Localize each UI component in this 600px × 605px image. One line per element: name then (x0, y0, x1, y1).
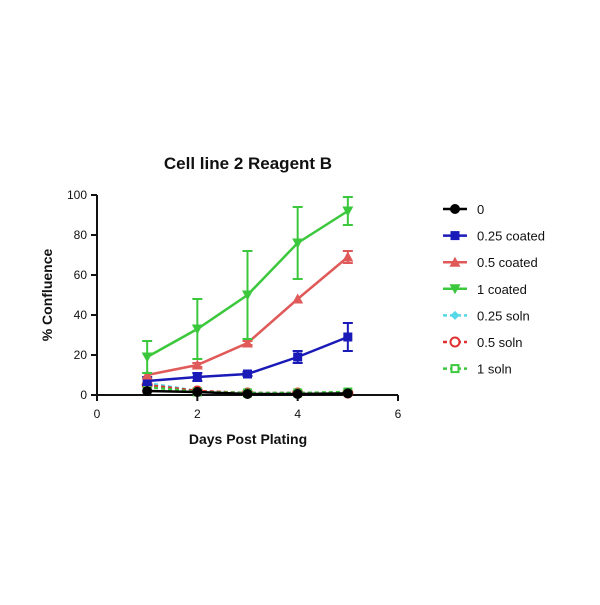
data-point-0-5-coated (191, 359, 203, 370)
legend-label-0-5-coated: 0.5 coated (477, 255, 538, 270)
legend-marker-0-25-coated (450, 231, 460, 241)
y-tick-label: 60 (74, 268, 88, 282)
legend-label-0-25-soln: 0.25 soln (477, 308, 530, 323)
data-point-1-coated (342, 206, 354, 217)
legend-label-0: 0 (477, 202, 484, 217)
data-point-0-25-coated (192, 372, 202, 382)
legend-marker-0-5-soln (449, 336, 461, 348)
y-tick-label: 20 (74, 348, 88, 362)
x-axis-title: Days Post Plating (189, 431, 307, 447)
y-tick-label: 40 (74, 308, 88, 322)
legend-marker-0-5-coated (449, 256, 461, 267)
x-tick-label: 4 (294, 407, 301, 421)
data-point-0-25-coated (343, 332, 353, 342)
legend-marker-0 (450, 204, 460, 214)
data-point-0-5-coated (292, 293, 304, 304)
data-point-0 (142, 386, 153, 396)
data-point-0-5-coated (242, 337, 253, 348)
legend-label-0-25-coated: 0.25 coated (477, 229, 545, 244)
legend-marker-1-coated (449, 284, 461, 295)
data-point-0 (292, 389, 303, 399)
data-point-0-5-coated (342, 251, 354, 262)
data-point-0 (242, 389, 253, 399)
data-point-1-coated (141, 352, 153, 363)
x-tick-label: 2 (194, 407, 201, 421)
data-point-1-coated (242, 290, 253, 301)
legend-marker-0-25-soln (450, 310, 460, 320)
legend-label-1-coated: 1 coated (477, 282, 527, 297)
y-tick-label: 80 (74, 228, 88, 242)
legend-label-1-soln: 1 soln (477, 362, 512, 377)
y-tick-label: 0 (80, 388, 87, 402)
legend: 0 0.25 coated 0.5 coated 1 coated 0.25 soln 0… (443, 202, 545, 377)
data-point-0-25-coated (243, 369, 252, 379)
legend-marker-1-soln (450, 364, 460, 374)
chart-title: Cell line 2 Reagent B (164, 154, 332, 173)
data-point-0-25-coated (142, 376, 152, 386)
y-axis-title: % Confluence (39, 249, 55, 342)
data-point-0-5-coated (141, 369, 153, 380)
data-point-0 (342, 388, 353, 399)
x-tick-label: 6 (395, 407, 402, 421)
data-point-0-25-coated (293, 352, 303, 362)
data-point-1-coated (191, 324, 203, 335)
data-point-1-coated (292, 238, 304, 249)
x-tick-label: 0 (94, 407, 101, 421)
legend-label-0-5-soln: 0.5 soln (477, 335, 523, 350)
y-tick-label: 100 (67, 188, 87, 202)
data-point-0 (192, 387, 203, 397)
